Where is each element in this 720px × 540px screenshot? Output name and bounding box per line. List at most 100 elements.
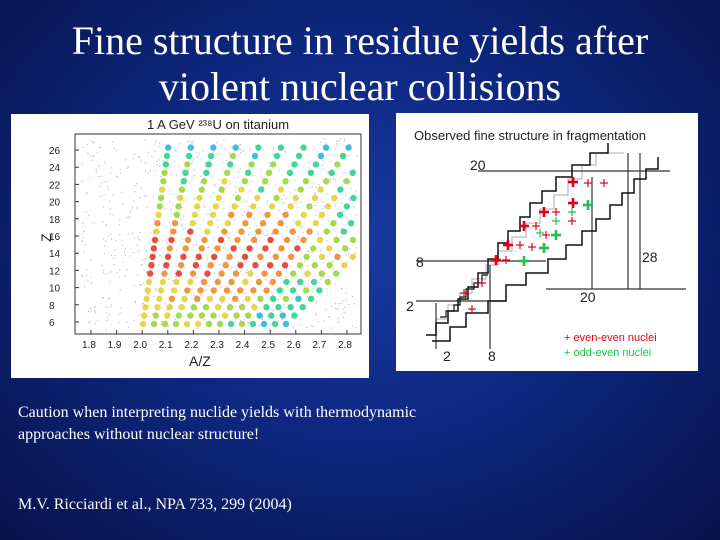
noise-speck — [175, 249, 177, 251]
yield-cell — [273, 194, 280, 202]
noise-speck — [92, 155, 94, 157]
noise-speck — [307, 265, 309, 267]
noise-speck — [227, 249, 229, 251]
noise-speck — [253, 247, 255, 249]
noise-speck — [107, 180, 109, 182]
yield-cell — [144, 287, 151, 294]
noise-speck — [106, 306, 108, 308]
noise-speck — [285, 197, 287, 199]
yield-cell — [141, 312, 148, 319]
noise-speck — [265, 278, 267, 280]
noise-speck — [137, 250, 140, 252]
noise-speck — [327, 171, 329, 173]
yield-cell — [168, 295, 176, 302]
noise-speck — [284, 151, 287, 153]
yield-cell — [206, 295, 213, 302]
noise-speck — [107, 317, 109, 319]
noise-speck — [237, 261, 239, 263]
noise-speck — [172, 280, 174, 282]
noise-speck — [136, 244, 138, 246]
noise-speck — [101, 265, 103, 267]
noise-speck — [221, 169, 224, 171]
noise-speck — [111, 255, 113, 257]
noise-speck — [95, 168, 97, 170]
noise-speck — [120, 307, 122, 309]
noise-speck — [336, 140, 338, 142]
noise-speck — [81, 180, 83, 182]
noise-speck — [341, 302, 343, 304]
noise-speck — [200, 175, 202, 177]
noise-speck — [312, 182, 315, 184]
yield-cell — [267, 262, 274, 269]
noise-speck — [84, 286, 86, 288]
noise-speck — [194, 169, 196, 171]
noise-speck — [94, 323, 96, 325]
noise-speck — [284, 209, 286, 211]
noise-speck — [209, 159, 211, 161]
noise-speck — [175, 150, 177, 152]
noise-speck — [134, 300, 136, 302]
yield-cell — [263, 304, 270, 311]
noise-speck — [355, 190, 357, 192]
noise-speck — [200, 182, 202, 184]
noise-speck — [317, 151, 319, 153]
noise-speck — [106, 312, 108, 314]
noise-speck — [208, 213, 210, 215]
yield-cell — [180, 253, 187, 260]
noise-speck — [332, 154, 334, 156]
noise-speck — [349, 197, 351, 199]
even-even-marker — [542, 207, 546, 217]
noise-speck — [170, 225, 172, 227]
yield-cell — [238, 186, 245, 193]
yield-cell — [164, 312, 171, 319]
noise-speck — [345, 253, 347, 256]
nuclide-chart-x-ticks: 1.8 1.9 2.0 2.1 2.2 2.3 2.4 2.5 2.6 2.7 2.8 — [82, 330, 352, 351]
noise-speck — [204, 162, 206, 164]
noise-speck — [281, 235, 283, 237]
yield-cell — [249, 320, 257, 328]
noise-speck — [196, 156, 198, 158]
noise-speck — [126, 167, 128, 169]
noise-speck — [172, 204, 174, 206]
noise-speck — [169, 235, 171, 237]
yield-cell — [272, 253, 279, 260]
noise-speck — [140, 284, 142, 286]
noise-speck — [239, 168, 241, 170]
noise-speck — [109, 213, 111, 215]
yield-cell — [154, 220, 161, 227]
noise-speck — [119, 268, 121, 271]
noise-speck — [244, 154, 246, 156]
background-nuclide-outline — [435, 152, 624, 331]
yield-cell — [318, 211, 326, 218]
noise-speck — [140, 159, 142, 161]
noise-speck — [208, 285, 210, 287]
noise-speck — [294, 201, 296, 203]
noise-speck — [98, 176, 100, 178]
noise-speck — [90, 259, 92, 261]
even-even-marker — [494, 255, 498, 265]
yield-cell — [262, 178, 269, 185]
noise-speck — [248, 322, 250, 324]
noise-speck — [245, 271, 248, 273]
noise-speck — [268, 295, 270, 297]
yield-cell — [316, 287, 323, 294]
noise-speck — [281, 213, 283, 215]
label-n-2: 2 — [443, 348, 451, 364]
yield-cell — [250, 287, 257, 294]
noise-speck — [143, 282, 145, 284]
noise-speck — [106, 319, 108, 321]
noise-speck — [274, 288, 276, 290]
noise-speck — [174, 273, 176, 275]
yield-cell — [242, 278, 249, 286]
noise-speck — [206, 258, 209, 260]
noise-speck — [231, 146, 233, 148]
noise-speck — [185, 197, 187, 200]
noise-speck — [193, 244, 196, 246]
noise-speck — [155, 140, 157, 142]
yield-cell — [177, 194, 184, 202]
noise-speck — [206, 265, 208, 268]
noise-speck — [245, 292, 247, 294]
yield-cell — [204, 228, 211, 235]
noise-speck — [271, 233, 273, 235]
noise-speck — [342, 299, 344, 301]
